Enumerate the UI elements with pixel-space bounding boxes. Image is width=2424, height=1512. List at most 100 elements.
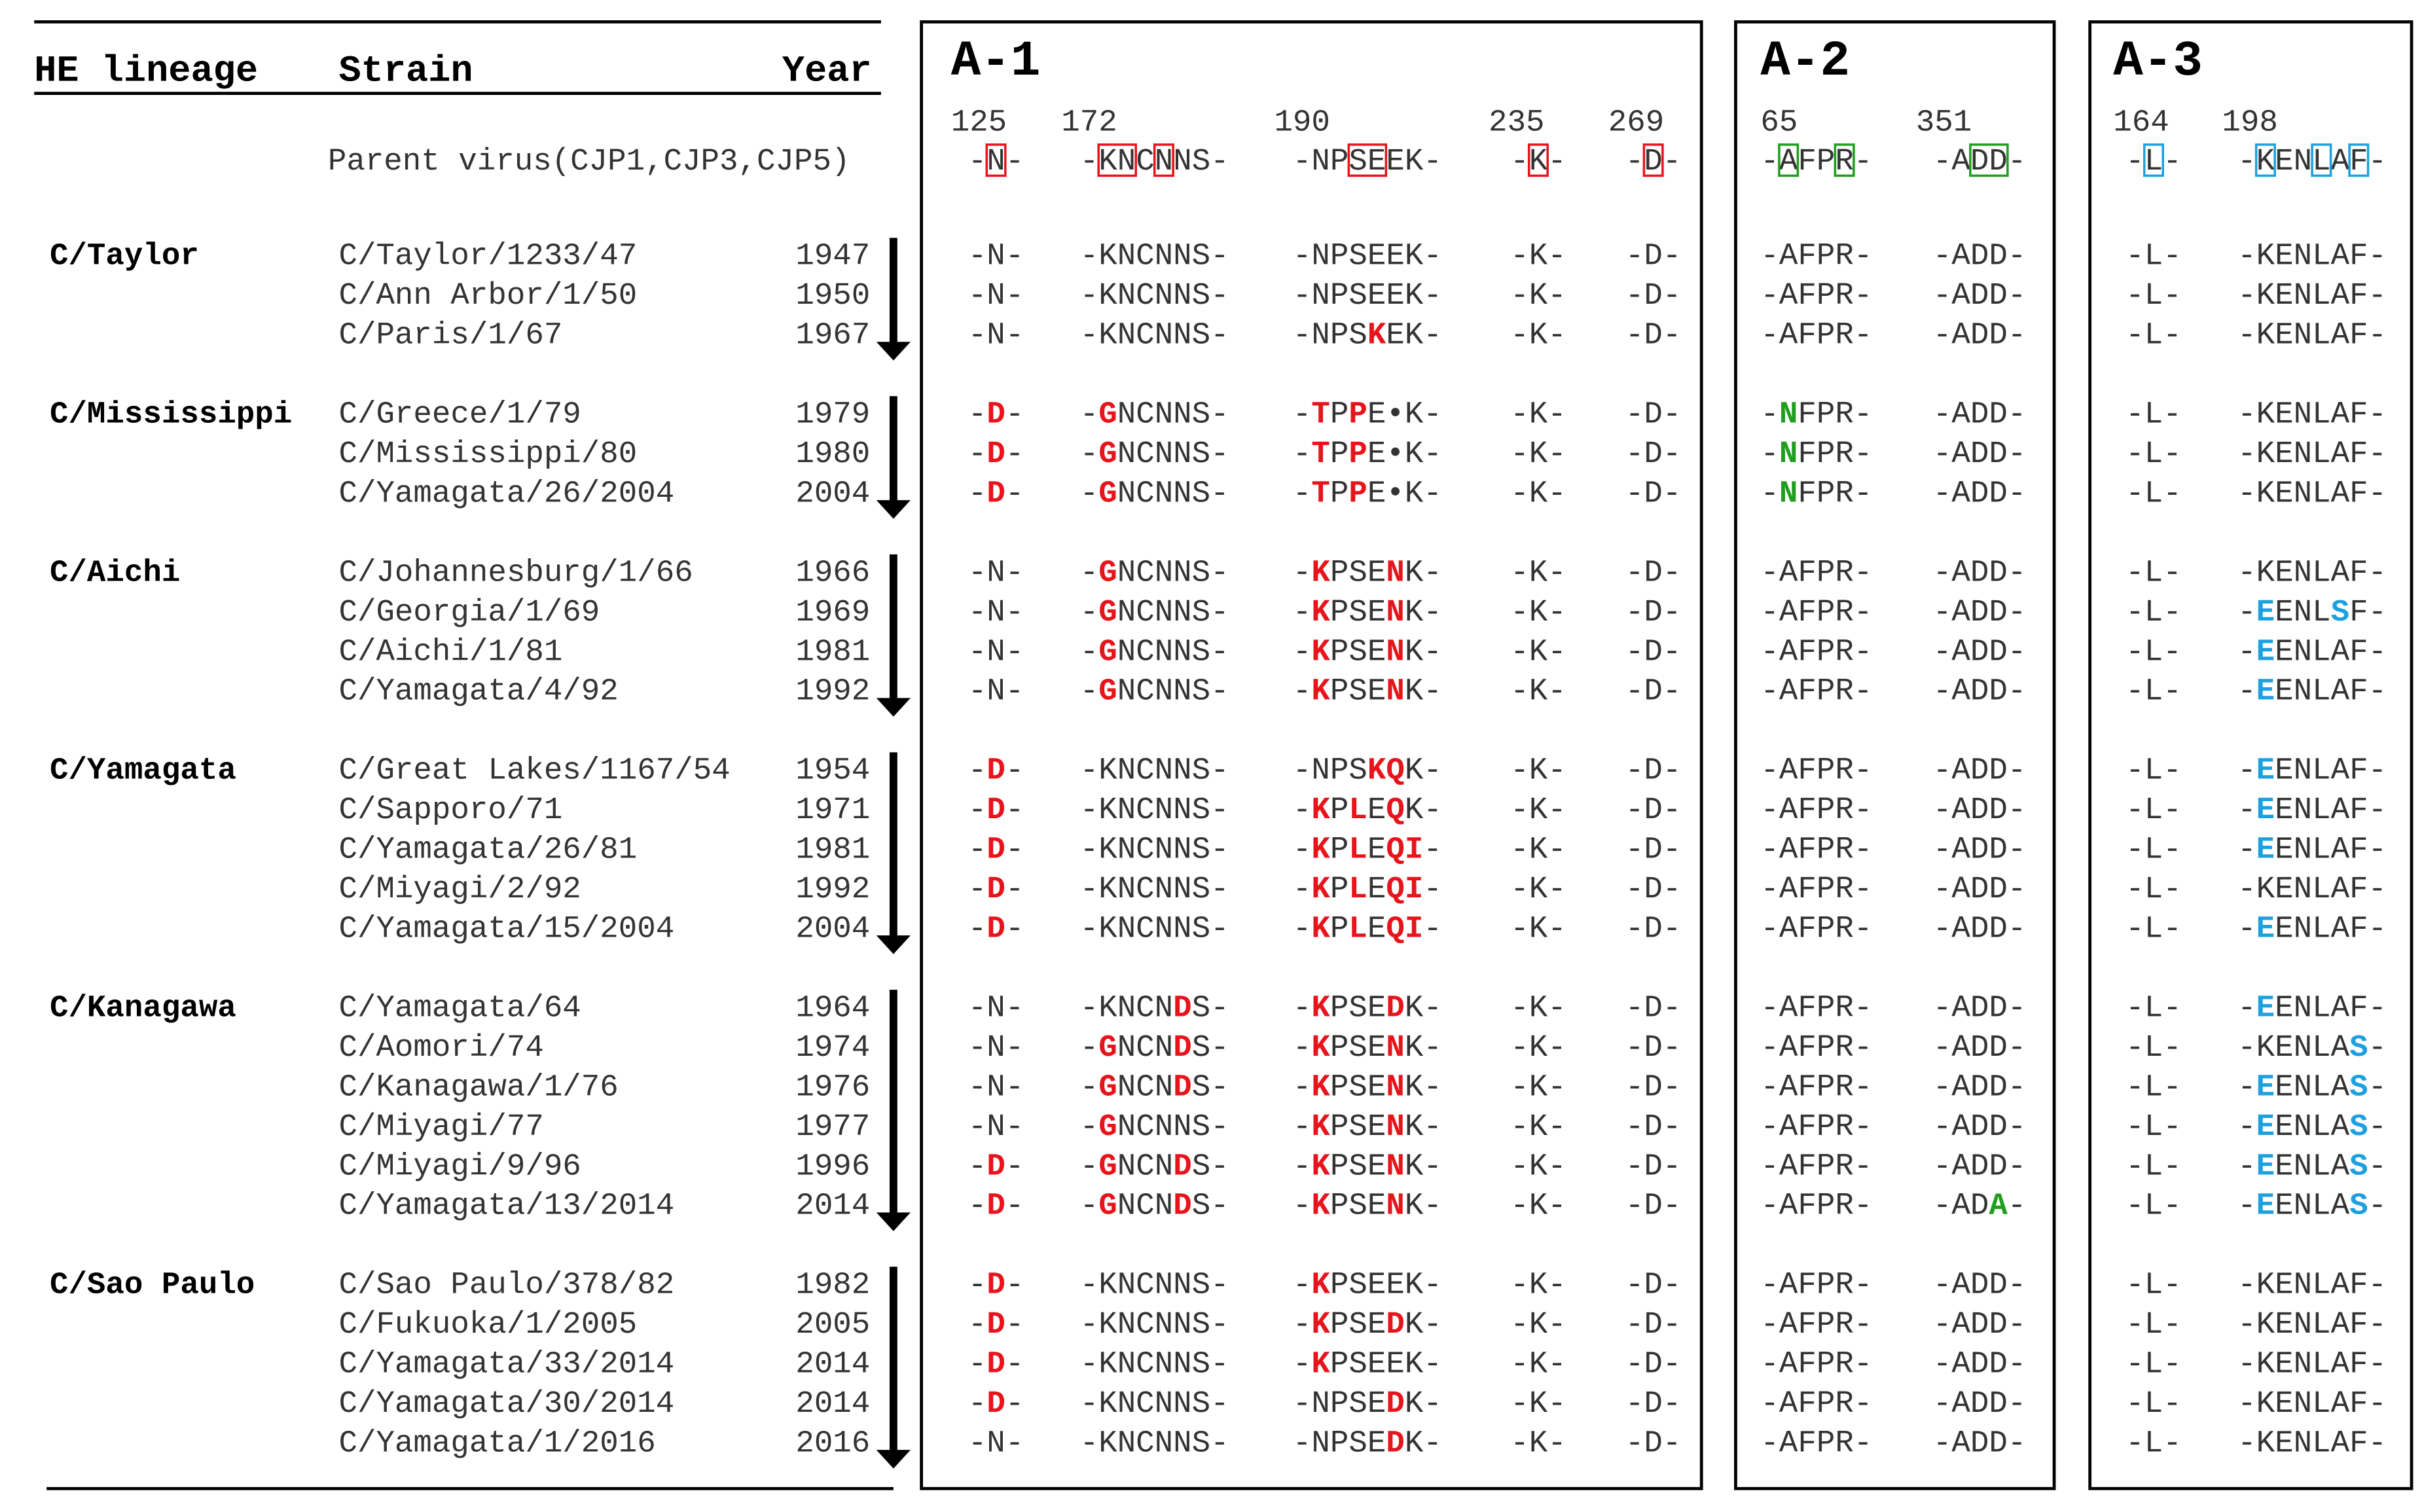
residue: -D- — [1625, 1070, 1681, 1105]
header-year: Year — [782, 51, 872, 93]
sequence: -ADD- — [1933, 1030, 2026, 1066]
residue: ENLAF- — [2275, 753, 2387, 789]
strain-name: C/Greece/1/79 — [338, 397, 581, 433]
sequence: -TPPE•K- — [1293, 397, 1442, 433]
year: 1992 — [795, 674, 870, 710]
residue-changed: N — [1386, 1149, 1405, 1184]
residue: -D- — [1625, 595, 1681, 630]
residue: P — [1330, 833, 1349, 868]
residue: - — [1005, 1149, 1024, 1184]
residue: - — [1080, 555, 1098, 590]
residue: PSE — [1330, 634, 1386, 670]
residue: -AFPR- — [1760, 318, 1872, 353]
residue: -ADD- — [1933, 1426, 2026, 1461]
strain-name: C/Miyagi/2/92 — [338, 872, 581, 907]
sequence: -NPSEEK- — [1293, 144, 1442, 179]
residue: -D- — [1625, 1347, 1681, 1382]
residue: - — [1293, 1109, 1312, 1145]
residue: ENLA — [2275, 1149, 2349, 1184]
residue: S- — [1192, 990, 1229, 1026]
residue: - — [1293, 1070, 1312, 1105]
residue-changed: L — [1348, 833, 1367, 868]
residue: - — [1293, 555, 1312, 590]
sequence: -KPSEDK- — [1293, 1307, 1442, 1342]
residue-changed: D — [1386, 1426, 1404, 1461]
residue: -ADD- — [1933, 437, 2026, 472]
sequence: -D- — [968, 397, 1024, 433]
residue: -AFPR- — [1760, 753, 1872, 789]
residue: -AFPR- — [1760, 872, 1872, 907]
residue: ENLA — [2275, 1070, 2349, 1105]
residue: ENLAF- — [2275, 634, 2387, 670]
residue-changed: N — [1386, 1030, 1405, 1066]
residue-changed: P — [1348, 437, 1367, 472]
residue: -K- — [1510, 595, 1566, 630]
sequence: -EENLAF- — [2237, 674, 2387, 710]
residue-changed: D — [1386, 1386, 1404, 1422]
strain-name: C/Kanagawa/1/76 — [338, 1070, 618, 1105]
residue: -KNCNNS- — [1080, 1426, 1229, 1461]
residue: -L- — [2126, 476, 2181, 511]
sequence: -L- — [2126, 239, 2181, 274]
residue: - — [1293, 1030, 1312, 1066]
sequence: -ADD- — [1933, 1347, 2026, 1382]
residue: -ADD- — [1933, 318, 2026, 353]
residue: -K- — [1510, 634, 1566, 670]
sequence: -KPSENK- — [1293, 674, 1442, 710]
residue: -KNCNNS- — [1080, 1386, 1229, 1422]
residue: -L- — [2126, 793, 2181, 828]
sequence: -D- — [968, 912, 1024, 947]
sequence: -AFPR- — [1760, 239, 1872, 274]
residue: -ADD- — [1933, 990, 2026, 1026]
sequence: -ADD- — [1933, 595, 2026, 630]
residue: - — [2237, 1149, 2256, 1184]
sequence: -D- — [1625, 476, 1681, 511]
residue-changed: N — [986, 144, 1005, 179]
residue-changed: D — [1173, 1189, 1192, 1224]
residue: -KNCNNS- — [1080, 1268, 1229, 1303]
residue: -KNCNNS- — [1080, 1307, 1229, 1342]
residue: -KNCNNS- — [1080, 239, 1229, 274]
lineage-name: C/Mississippi — [50, 397, 292, 433]
residue: - — [1663, 144, 1682, 179]
residue: ENLAF- — [2275, 990, 2387, 1026]
residue: -KENLAF- — [2237, 476, 2387, 511]
residue-changed: K — [1311, 793, 1330, 828]
residue: -D- — [1625, 1149, 1681, 1184]
sequence: -KPSENK- — [1293, 555, 1442, 590]
residue: -L- — [2126, 318, 2181, 353]
residue-changed: G — [1098, 397, 1117, 433]
sequence: -K- — [1510, 318, 1566, 353]
residue-changed: N — [1386, 1109, 1405, 1145]
residue-changed: K — [1529, 144, 1548, 179]
residue-changed: K — [1367, 318, 1386, 353]
year: 1967 — [795, 318, 870, 353]
residue: K- — [1405, 1109, 1442, 1145]
residue: -ADD- — [1933, 1070, 2026, 1105]
residue: -NPSEEK- — [1293, 278, 1442, 314]
residue: -ADD- — [1933, 634, 2026, 670]
sequence: -ADD- — [1933, 397, 2026, 433]
residue: -D- — [1625, 1268, 1681, 1303]
year: 1971 — [795, 793, 870, 828]
position-number: 172 — [1061, 105, 1117, 141]
residue: -AFPR- — [1760, 1307, 1872, 1342]
residue: -K- — [1510, 674, 1566, 710]
panel-box — [2088, 20, 2414, 1490]
residue: -KENLA — [2237, 1030, 2349, 1066]
residue: -L- — [2126, 1030, 2181, 1066]
sequence: -D- — [1625, 1426, 1681, 1461]
residue-changed: L — [2312, 144, 2331, 179]
sequence: -KPSENK- — [1293, 1189, 1442, 1224]
residue-changed: G — [1098, 674, 1117, 710]
sequence: -GNCNDS- — [1080, 1070, 1229, 1105]
sequence: -K- — [1510, 872, 1566, 907]
sequence: -N- — [968, 595, 1024, 630]
residue-changed: G — [1098, 1030, 1117, 1066]
sequence: -AFPR- — [1760, 318, 1872, 353]
residue-changed: E — [2256, 1189, 2275, 1224]
residue-changed: E — [2256, 674, 2275, 710]
residue: - — [1293, 833, 1312, 868]
header-lineage: HE lineage — [34, 51, 258, 93]
residue-changed: E — [2256, 634, 2275, 670]
